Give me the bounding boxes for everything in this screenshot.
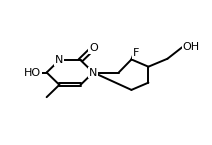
Text: OH: OH (182, 42, 199, 52)
Text: HO: HO (24, 68, 41, 77)
Text: F: F (132, 48, 139, 58)
Text: N: N (55, 55, 64, 65)
Text: O: O (89, 43, 98, 53)
Text: N: N (89, 68, 98, 77)
